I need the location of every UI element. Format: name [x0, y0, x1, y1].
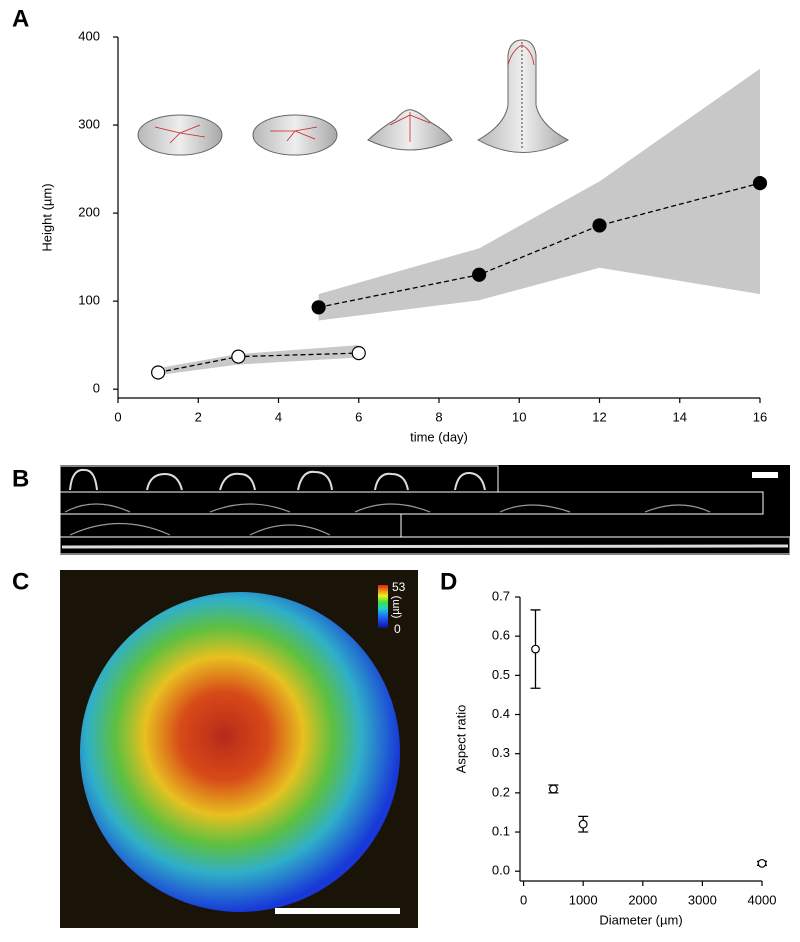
- y-tick-label: 0.2: [492, 784, 510, 799]
- x-tick-label: 6: [355, 409, 362, 424]
- y-tick-label: 0: [93, 381, 100, 396]
- colorbar-label: 0: [394, 622, 401, 636]
- x-axis-title: time (day): [410, 429, 468, 444]
- panel-label: D: [440, 568, 457, 595]
- y-tick-label: 0.1: [492, 823, 510, 838]
- x-tick-label: 2: [195, 409, 202, 424]
- range-band: [158, 345, 359, 376]
- y-tick-label: 0.3: [492, 745, 510, 760]
- x-tick-label: 0: [114, 409, 121, 424]
- y-axis-title: Height (µm): [39, 183, 54, 251]
- data-point: [578, 819, 588, 829]
- x-tick-label: 14: [673, 409, 687, 424]
- illustrations: [137, 39, 570, 156]
- x-tick-label: 4000: [748, 892, 777, 907]
- kymograph-strips: [59, 465, 791, 555]
- y-tick-label: 0.4: [492, 706, 510, 721]
- y-tick-label: 0.5: [492, 667, 510, 682]
- panel-label: C: [12, 568, 29, 595]
- colorbar-label: 53: [392, 580, 406, 594]
- data-point: [231, 349, 246, 364]
- data-point: [311, 300, 326, 315]
- data-point: [757, 858, 767, 868]
- x-axis-title: Diameter (µm): [599, 912, 682, 927]
- x-tick-label: 0: [520, 892, 527, 907]
- data-point: [592, 218, 607, 233]
- data-point: [548, 784, 558, 794]
- x-tick-label: 2000: [628, 892, 657, 907]
- y-tick-label: 200: [78, 205, 100, 220]
- y-tick-label: 100: [78, 293, 100, 308]
- x-tick-label: 10: [512, 409, 526, 424]
- data-point: [531, 644, 540, 654]
- colorbar-unit: (µm): [390, 596, 402, 619]
- y-tick-label: 0.7: [492, 588, 510, 603]
- y-axis-title: Aspect ratio: [453, 705, 468, 774]
- range-band: [318, 68, 760, 321]
- x-tick-label: 3000: [688, 892, 717, 907]
- data-point: [472, 267, 487, 282]
- panel-label: B: [12, 465, 29, 492]
- data-point: [151, 365, 166, 380]
- panel-label: A: [12, 5, 29, 32]
- mean-line: [318, 182, 761, 308]
- data-point: [752, 176, 768, 191]
- y-tick-label: 400: [78, 28, 100, 43]
- x-tick-label: 12: [592, 409, 606, 424]
- x-tick-label: 8: [435, 409, 442, 424]
- y-tick-label: 0.0: [492, 863, 510, 878]
- y-tick-label: 300: [78, 116, 100, 131]
- x-tick-label: 4: [275, 409, 282, 424]
- x-tick-label: 1000: [569, 892, 598, 907]
- data-point: [351, 345, 366, 361]
- height-map: [60, 570, 418, 928]
- y-tick-label: 0.6: [492, 628, 510, 643]
- x-tick-label: 16: [753, 409, 767, 424]
